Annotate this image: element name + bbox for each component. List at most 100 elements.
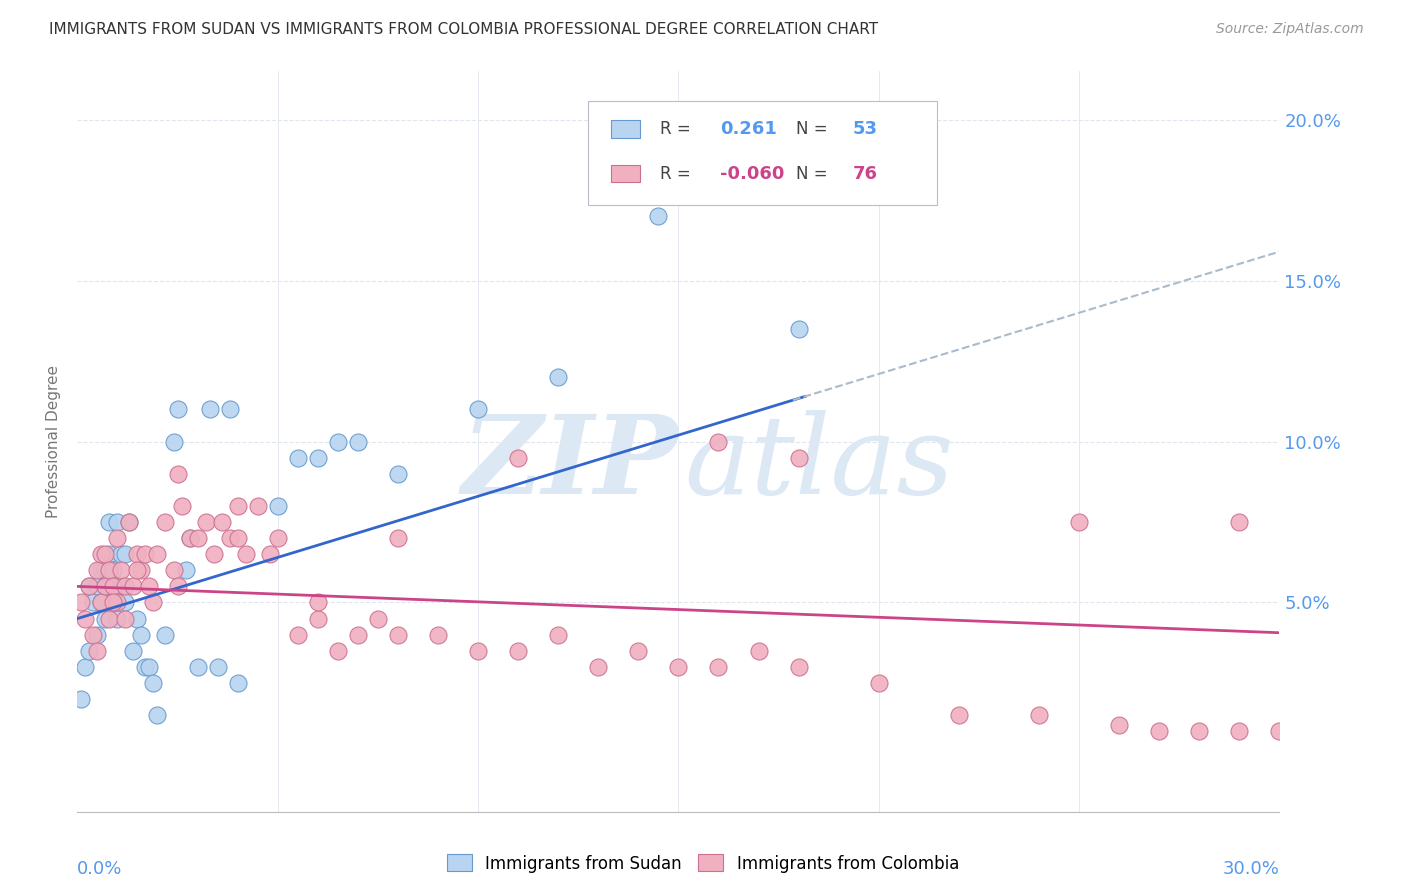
Point xyxy=(86,628,108,642)
Point xyxy=(307,611,329,625)
Point xyxy=(90,595,112,609)
Point xyxy=(508,644,530,658)
Point xyxy=(90,595,112,609)
Point xyxy=(138,660,160,674)
Point xyxy=(86,644,108,658)
Text: 53: 53 xyxy=(852,120,877,138)
Point xyxy=(110,563,132,577)
Point xyxy=(1229,724,1251,739)
Point xyxy=(707,434,730,449)
Point xyxy=(107,531,129,545)
Point xyxy=(131,563,153,577)
Point xyxy=(207,660,229,674)
Point xyxy=(162,434,184,449)
Point xyxy=(75,660,97,674)
Point xyxy=(107,579,129,593)
Point xyxy=(1028,708,1050,723)
Point xyxy=(179,531,201,545)
Point xyxy=(226,531,249,545)
Point xyxy=(547,370,569,384)
Point xyxy=(226,499,249,513)
Point xyxy=(94,579,117,593)
Point xyxy=(627,644,650,658)
Point xyxy=(467,402,489,417)
Point xyxy=(114,547,136,561)
Point xyxy=(107,611,129,625)
Point xyxy=(727,128,749,143)
Point xyxy=(146,547,169,561)
Point xyxy=(155,515,177,529)
Point xyxy=(174,563,197,577)
Text: 0.261: 0.261 xyxy=(720,120,778,138)
Point xyxy=(75,611,97,625)
Point xyxy=(387,531,409,545)
Point xyxy=(198,402,221,417)
FancyBboxPatch shape xyxy=(612,120,640,138)
Point xyxy=(367,611,389,625)
Point xyxy=(127,547,149,561)
Point xyxy=(103,579,125,593)
Text: R =: R = xyxy=(661,164,696,183)
Point xyxy=(118,515,141,529)
Point xyxy=(868,676,890,690)
Point xyxy=(187,531,209,545)
Point xyxy=(162,563,184,577)
Point xyxy=(226,676,249,690)
Point xyxy=(70,692,93,706)
Point xyxy=(114,579,136,593)
Point xyxy=(211,515,233,529)
Point xyxy=(146,708,169,723)
Point xyxy=(94,579,117,593)
Point xyxy=(70,595,93,609)
Point xyxy=(246,499,269,513)
Text: -0.060: -0.060 xyxy=(720,164,785,183)
Text: N =: N = xyxy=(796,164,834,183)
Point xyxy=(508,450,530,465)
Point xyxy=(187,660,209,674)
Point xyxy=(79,644,101,658)
Point xyxy=(202,547,225,561)
Point xyxy=(170,499,193,513)
Point xyxy=(588,660,610,674)
Y-axis label: Professional Degree: Professional Degree xyxy=(46,365,62,518)
Point xyxy=(326,434,349,449)
Point xyxy=(155,628,177,642)
Point xyxy=(668,660,690,674)
Point xyxy=(94,563,117,577)
Point xyxy=(787,660,810,674)
Point xyxy=(326,644,349,658)
Point xyxy=(218,531,240,545)
Text: Source: ZipAtlas.com: Source: ZipAtlas.com xyxy=(1216,22,1364,37)
Point xyxy=(235,547,257,561)
Point xyxy=(547,628,569,642)
Point xyxy=(787,450,810,465)
Point xyxy=(86,579,108,593)
Point xyxy=(707,660,730,674)
Point xyxy=(287,628,309,642)
Point xyxy=(131,628,153,642)
Point xyxy=(79,579,101,593)
Text: 30.0%: 30.0% xyxy=(1223,860,1279,878)
Point xyxy=(387,467,409,481)
Point xyxy=(307,450,329,465)
Point xyxy=(82,595,104,609)
Point xyxy=(90,563,112,577)
Point xyxy=(347,628,370,642)
Point xyxy=(142,676,165,690)
Point xyxy=(287,450,309,465)
Point xyxy=(1149,724,1171,739)
Point xyxy=(166,467,188,481)
Point xyxy=(118,515,141,529)
Point xyxy=(90,547,112,561)
Text: N =: N = xyxy=(796,120,834,138)
Text: R =: R = xyxy=(661,120,696,138)
Point xyxy=(127,611,149,625)
Point xyxy=(103,595,125,609)
Point xyxy=(94,547,117,561)
Point xyxy=(218,402,240,417)
Point xyxy=(94,611,117,625)
Text: 0.0%: 0.0% xyxy=(77,860,122,878)
Point xyxy=(122,579,145,593)
Point xyxy=(79,579,101,593)
Point xyxy=(98,547,121,561)
